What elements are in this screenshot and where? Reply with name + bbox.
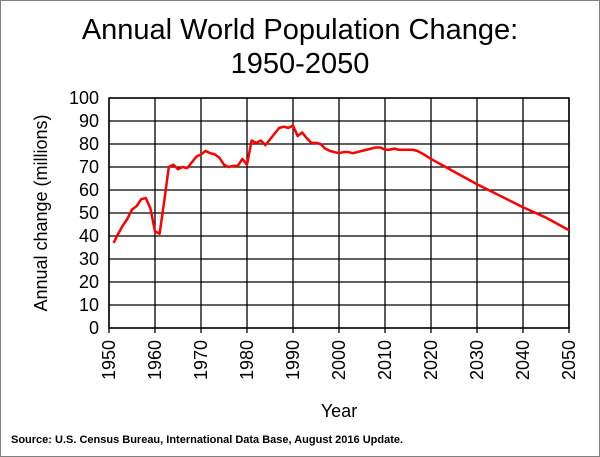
y-axis-label: Annual change (millions) <box>31 114 51 311</box>
y-tick-label: 30 <box>79 249 99 269</box>
y-tick-label: 100 <box>69 88 99 108</box>
x-tick-label: 2030 <box>467 340 487 380</box>
chart-title: Annual World Population Change: 1950-205… <box>1 13 599 81</box>
series-line <box>112 124 570 244</box>
title-line-2: 1950-2050 <box>230 48 370 80</box>
x-tick-label: 2000 <box>329 340 349 380</box>
y-tick-label: 60 <box>79 180 99 200</box>
y-tick-label: 0 <box>89 318 99 338</box>
y-tick-label: 50 <box>79 203 99 223</box>
x-tick-label: 2020 <box>421 340 441 380</box>
x-tick-label: 1970 <box>191 340 211 380</box>
y-tick-label: 40 <box>79 226 99 246</box>
x-tick-label: 2040 <box>513 340 533 380</box>
x-axis-label: Year <box>321 401 357 421</box>
x-tick-label: 1990 <box>283 340 303 380</box>
y-tick-label: 20 <box>79 272 99 292</box>
source-note: Source: U.S. Census Bureau, Internationa… <box>11 434 404 446</box>
y-tick-label: 70 <box>79 157 99 177</box>
x-tick-label: 1980 <box>237 340 257 380</box>
x-tick-label: 1960 <box>145 340 165 380</box>
x-tick-label: 2010 <box>375 340 395 380</box>
x-tick-label: 2050 <box>559 340 579 380</box>
x-tick-label: 1950 <box>99 340 119 380</box>
title-line-1: Annual World Population Change: <box>81 14 519 46</box>
y-tick-label: 10 <box>79 295 99 315</box>
y-tick-label: 90 <box>79 111 99 131</box>
plot-border <box>108 97 570 329</box>
y-tick-label: 80 <box>79 134 99 154</box>
